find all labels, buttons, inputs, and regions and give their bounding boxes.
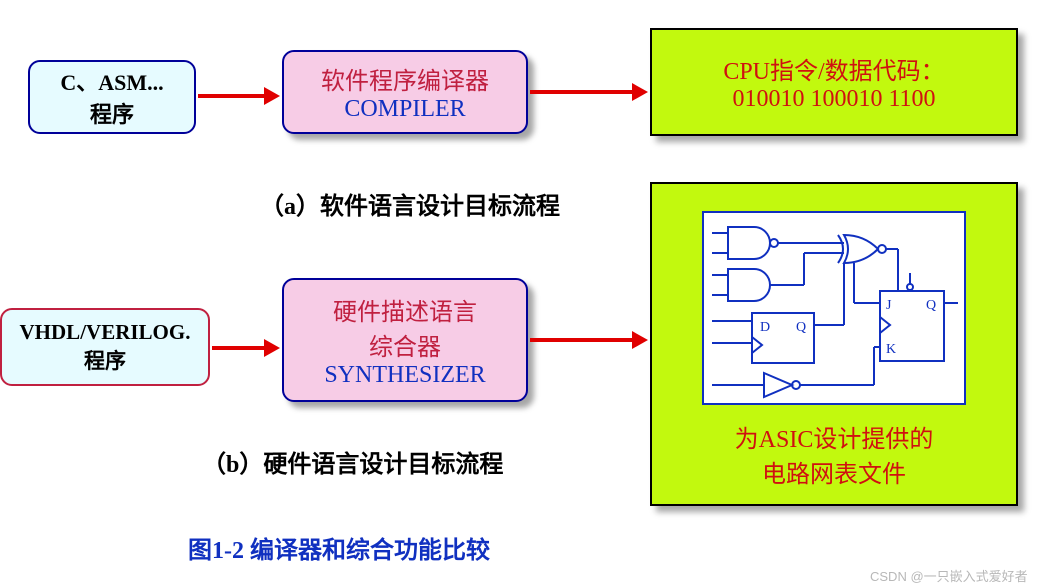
flow-b-source-box: VHDL/VERILOG. 程序 — [0, 308, 210, 386]
flow-b-synth-line1: 硬件描述语言 — [333, 292, 477, 327]
svg-text:Q: Q — [926, 298, 936, 313]
flow-b-synthesizer-box: 硬件描述语言 综合器 SYNTHESIZER — [282, 278, 528, 402]
circuit-netlist-diagram: D Q J K Q — [702, 211, 966, 405]
flow-b-output-caption2: 电路网表文件 — [762, 454, 906, 489]
circuit-svg: D Q J K Q — [704, 213, 964, 403]
svg-text:J: J — [886, 298, 892, 313]
flow-b-caption: （b）硬件语言设计目标流程 — [202, 444, 503, 479]
arrow-b-source-to-synth — [212, 336, 284, 360]
flow-a-source-line2: 程序 — [90, 97, 134, 129]
flow-a-compiler-box: 软件程序编译器 COMPILER — [282, 50, 528, 134]
flow-b-output-box: D Q J K Q — [650, 182, 1018, 506]
flow-a-output-line2: 010010 100010 1100 — [732, 86, 935, 113]
flow-b-source-line1: VHDL/VERILOG. — [20, 320, 191, 345]
svg-text:K: K — [886, 342, 896, 357]
arrow-b-synth-to-output — [530, 328, 652, 352]
arrow-a-compiler-to-output — [530, 80, 652, 104]
flow-b-synth-line2: 综合器 — [369, 327, 441, 362]
svg-text:D: D — [760, 320, 770, 335]
flow-b-output-caption1: 为ASIC设计提供的 — [735, 419, 934, 454]
flow-a-source-box: C、ASM... 程序 — [28, 60, 196, 134]
flow-a-source-line1: C、ASM... — [60, 65, 163, 97]
flow-a-output-line1: CPU指令/数据代码： — [723, 51, 944, 86]
flow-a-compiler-line2: COMPILER — [344, 96, 465, 123]
figure-title: 图1-2 编译器和综合功能比较 — [188, 530, 490, 565]
watermark-text: CSDN @一只嵌入式爱好者 — [870, 566, 1028, 585]
svg-text:Q: Q — [796, 320, 806, 335]
flow-a-compiler-line1: 软件程序编译器 — [321, 61, 489, 96]
flow-b-source-line2: 程序 — [84, 345, 126, 375]
flow-b-synth-line3: SYNTHESIZER — [324, 362, 485, 389]
flow-a-caption: （a）软件语言设计目标流程 — [260, 186, 560, 221]
flow-a-output-box: CPU指令/数据代码： 010010 100010 1100 — [650, 28, 1018, 136]
arrow-a-source-to-compiler — [198, 84, 284, 108]
